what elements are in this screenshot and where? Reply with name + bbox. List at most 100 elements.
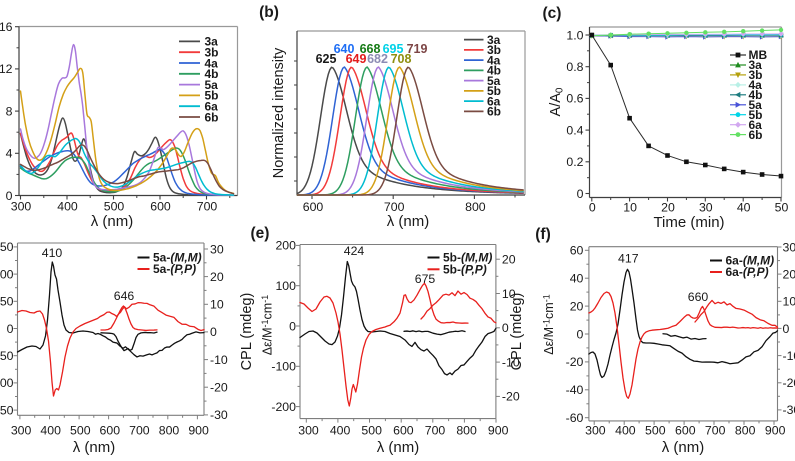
svg-text:600: 600 [100, 424, 121, 438]
svg-text:(e): (e) [251, 225, 270, 242]
svg-text:700: 700 [129, 424, 150, 438]
svg-text:500: 500 [70, 424, 91, 438]
svg-text:-20: -20 [502, 390, 520, 404]
svg-text:CPL (mdeg): CPL (mdeg) [239, 293, 255, 371]
svg-text:675: 675 [415, 272, 436, 286]
svg-text:λ (nm): λ (nm) [73, 439, 116, 456]
svg-text:0: 0 [783, 322, 790, 336]
svg-text:0: 0 [210, 325, 217, 339]
svg-text:6a: 6a [749, 118, 763, 132]
svg-text:649: 649 [346, 52, 367, 66]
svg-text:4a: 4a [205, 56, 219, 70]
svg-text:900: 900 [488, 424, 509, 438]
svg-text:5b: 5b [749, 108, 763, 122]
svg-text:5a-(P,P): 5a-(P,P) [153, 262, 196, 276]
svg-text:(f): (f) [535, 226, 551, 243]
svg-text:00: 00 [0, 267, 14, 281]
svg-text:600: 600 [303, 200, 324, 214]
svg-text:200: 200 [275, 239, 296, 253]
svg-text:700: 700 [384, 200, 405, 214]
svg-text:3a: 3a [205, 35, 219, 49]
svg-text:0: 0 [289, 319, 296, 333]
svg-text:λ (nm): λ (nm) [662, 439, 705, 456]
svg-text:6b: 6b [487, 105, 501, 119]
svg-text:3b: 3b [205, 46, 219, 60]
svg-text:424: 424 [344, 244, 365, 258]
svg-text:(c): (c) [543, 5, 562, 22]
svg-text:708: 708 [391, 52, 412, 66]
svg-text:8: 8 [6, 104, 13, 118]
svg-text:700: 700 [197, 200, 218, 214]
svg-text:10: 10 [502, 287, 516, 301]
svg-text:4a: 4a [487, 53, 501, 67]
svg-text:-20: -20 [783, 376, 795, 390]
svg-text:3a: 3a [487, 33, 501, 47]
svg-text:300: 300 [585, 424, 606, 438]
svg-text:20: 20 [783, 267, 795, 281]
svg-text:10: 10 [210, 298, 224, 312]
svg-text:900: 900 [765, 424, 786, 438]
svg-text:500: 500 [361, 424, 382, 438]
svg-text:695: 695 [383, 42, 404, 56]
svg-text:5a: 5a [205, 78, 219, 92]
svg-text:6a-(M,M): 6a-(M,M) [726, 254, 775, 268]
svg-text:-200: -200 [271, 400, 296, 414]
svg-text:-60: -60 [566, 411, 584, 425]
svg-text:600: 600 [393, 424, 414, 438]
svg-text:6b: 6b [749, 128, 763, 142]
svg-text:4b: 4b [487, 64, 501, 78]
svg-text:20: 20 [570, 299, 584, 313]
svg-text:10: 10 [623, 200, 637, 214]
svg-text:0: 0 [502, 321, 509, 335]
svg-text:-10: -10 [210, 353, 228, 367]
svg-text:0.6: 0.6 [566, 92, 583, 106]
svg-text:5b-(M,M): 5b-(M,M) [443, 251, 492, 265]
svg-text:λ (nm): λ (nm) [387, 213, 430, 230]
svg-text:900: 900 [188, 424, 209, 438]
svg-text:6a-(P,P): 6a-(P,P) [726, 265, 769, 279]
svg-text:719: 719 [407, 42, 428, 56]
svg-text:CPL (mdeg): CPL (mdeg) [509, 293, 525, 371]
svg-text:500: 500 [645, 424, 666, 438]
svg-text:00: 00 [0, 376, 14, 390]
svg-text:800: 800 [159, 424, 180, 438]
svg-text:-30: -30 [210, 408, 228, 422]
svg-text:400: 400 [40, 424, 61, 438]
svg-text:Δε/M-1cm-1: Δε/M-1cm-1 [260, 295, 275, 356]
svg-text:5a: 5a [487, 74, 501, 88]
svg-text:16: 16 [0, 20, 13, 34]
svg-text:0.8: 0.8 [566, 60, 583, 74]
svg-text:A/A0: A/A0 [548, 87, 566, 116]
svg-text:λ (nm): λ (nm) [377, 439, 420, 456]
svg-text:50: 50 [0, 403, 14, 417]
svg-text:4b: 4b [205, 67, 219, 81]
svg-text:λ (nm): λ (nm) [91, 213, 134, 230]
svg-text:400: 400 [330, 424, 351, 438]
svg-text:800: 800 [735, 424, 756, 438]
svg-text:1.0: 1.0 [566, 28, 583, 42]
svg-text:50: 50 [0, 349, 14, 363]
svg-text:5b: 5b [487, 84, 501, 98]
svg-text:20: 20 [502, 253, 516, 267]
svg-text:4a: 4a [749, 78, 763, 92]
svg-text:640: 640 [334, 42, 355, 56]
svg-text:100: 100 [275, 279, 296, 293]
svg-text:-20: -20 [566, 355, 584, 369]
svg-text:600: 600 [675, 424, 696, 438]
svg-text:3b: 3b [749, 68, 763, 82]
svg-text:4b: 4b [749, 88, 763, 102]
svg-text:5a-(M,M): 5a-(M,M) [153, 251, 202, 265]
svg-text:600: 600 [150, 200, 171, 214]
svg-text:668: 668 [360, 42, 381, 56]
svg-text:30: 30 [210, 242, 224, 256]
svg-text:60: 60 [570, 244, 584, 258]
svg-text:300: 300 [11, 200, 32, 214]
svg-text:417: 417 [618, 252, 639, 266]
svg-text:MB: MB [749, 48, 768, 62]
svg-text:5b-(P,P): 5b-(P,P) [443, 263, 487, 277]
svg-text:400: 400 [615, 424, 636, 438]
svg-text:6a: 6a [205, 100, 219, 114]
svg-text:Normalized intensity: Normalized intensity [271, 47, 287, 178]
svg-text:-30: -30 [783, 403, 795, 417]
svg-text:0: 0 [577, 327, 584, 341]
